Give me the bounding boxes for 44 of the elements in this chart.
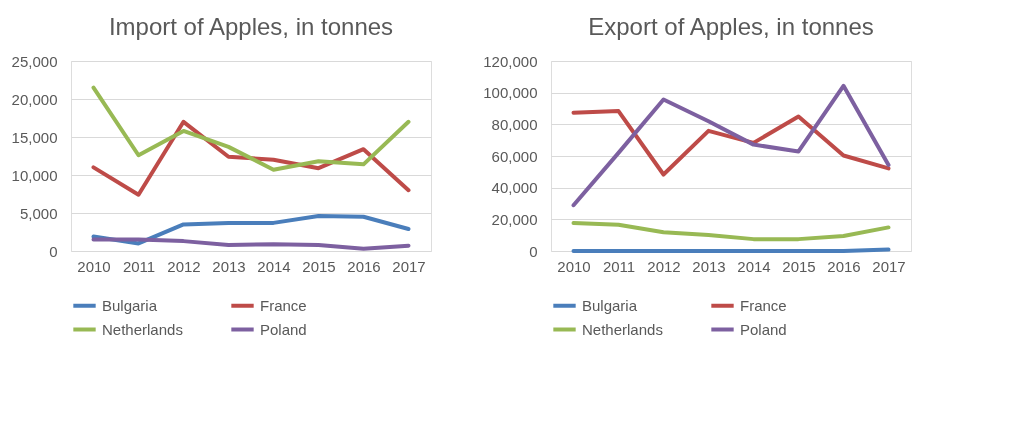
y-tick-label: 20,000 — [11, 90, 58, 108]
y-tick-label: 40,000 — [491, 179, 538, 197]
chart-title: Import of Apples, in tonnes — [108, 13, 394, 40]
y-tick-label: 25,000 — [11, 52, 58, 70]
line-series — [571, 83, 891, 208]
x-tick-label: 2017 — [392, 257, 426, 275]
x-tick-label: 2010 — [557, 257, 591, 275]
x-tick-label: 2013 — [692, 257, 726, 275]
line-series — [571, 109, 891, 177]
x-tick-label: 2015 — [782, 257, 816, 275]
y-tick-label: 120,000 — [483, 52, 538, 70]
x-tick-label: 2016 — [347, 257, 381, 275]
y-tick-label: 5,000 — [19, 204, 58, 222]
x-tick-label: 2011 — [602, 257, 636, 275]
x-tick-label: 2015 — [302, 257, 336, 275]
legend-label: Netherlands — [582, 320, 663, 338]
chart-title: Export of Apples, in tonnes — [588, 13, 874, 40]
x-tick-label: 2014 — [257, 257, 291, 275]
line-series — [91, 85, 411, 172]
legend-label: Bulgaria — [102, 296, 158, 314]
x-tick-label: 2012 — [647, 257, 681, 275]
x-tick-label: 2016 — [827, 257, 861, 275]
y-tick-label: 60,000 — [491, 147, 538, 165]
y-tick-label: 10,000 — [11, 166, 58, 184]
legend-label: Poland — [740, 320, 787, 338]
y-tick-label: 20,000 — [491, 210, 538, 228]
y-tick-label: 100,000 — [483, 84, 538, 102]
y-tick-label: 0 — [49, 242, 58, 260]
x-tick-label: 2017 — [872, 257, 906, 275]
x-tick-label: 2012 — [167, 257, 201, 275]
legend-label: Netherlands — [102, 320, 183, 338]
legend-label: Poland — [260, 320, 307, 338]
legend-label: France — [260, 296, 307, 314]
x-tick-label: 2010 — [77, 257, 111, 275]
x-tick-label: 2013 — [212, 257, 246, 275]
y-tick-label: 15,000 — [11, 128, 58, 146]
y-tick-label: 0 — [529, 242, 538, 260]
line-series — [571, 220, 891, 242]
y-tick-label: 80,000 — [491, 115, 538, 133]
x-tick-label: 2011 — [122, 257, 156, 275]
line-series — [91, 237, 411, 251]
legend-label: France — [740, 296, 787, 314]
x-tick-label: 2014 — [737, 257, 771, 275]
legend-label: Bulgaria — [582, 296, 638, 314]
